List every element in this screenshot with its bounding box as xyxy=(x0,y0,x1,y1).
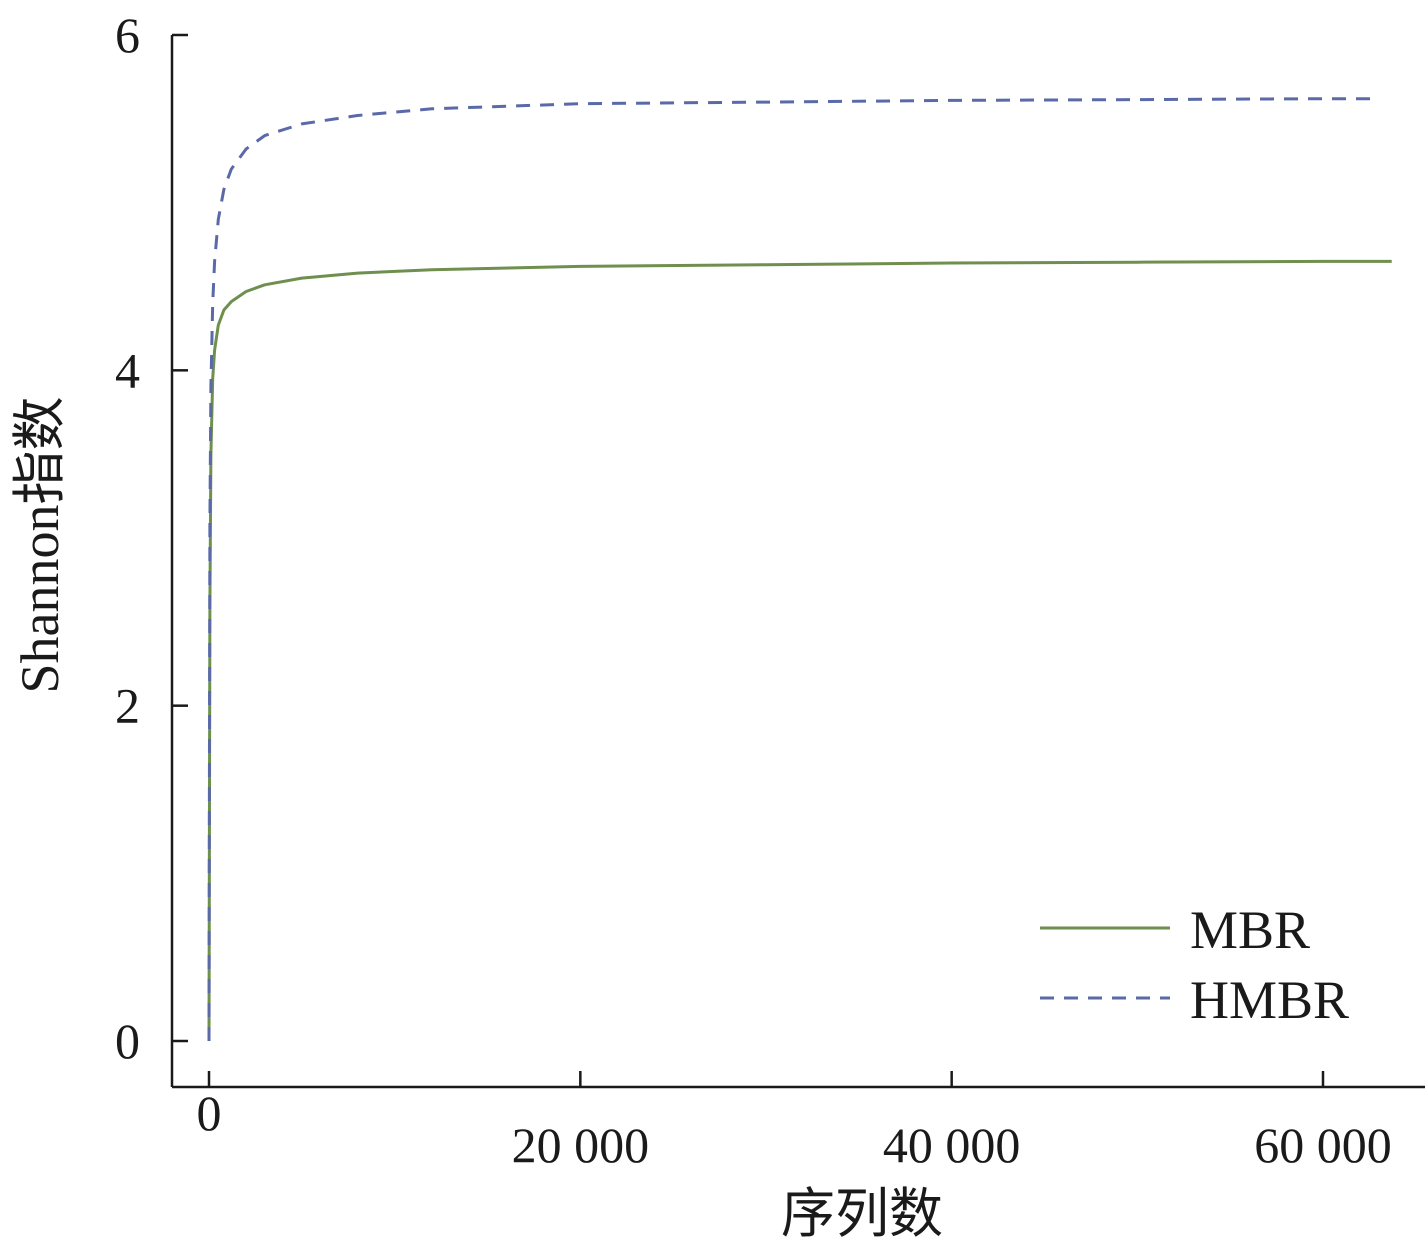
x-axis-title: 序列数 xyxy=(781,1184,943,1244)
legend: MBR HMBR xyxy=(1040,900,1349,1030)
ticks: 0 2 4 6 0 20 000 40 000 60 000 xyxy=(115,7,1392,1173)
x-tick-label: 40 000 xyxy=(883,1117,1021,1173)
y-tick-label: 4 xyxy=(115,342,140,398)
y-tick-label: 6 xyxy=(115,7,140,63)
legend-label-mbr: MBR xyxy=(1190,900,1310,960)
axes xyxy=(170,35,1425,1089)
y-tick-label: 2 xyxy=(115,678,140,734)
series-line-mbr xyxy=(207,259,1392,1042)
x-tick-label: 60 000 xyxy=(1254,1117,1392,1173)
x-tick-label: 0 xyxy=(197,1085,222,1141)
y-tick-label: 0 xyxy=(115,1013,140,1069)
legend-label-hmbr: HMBR xyxy=(1190,970,1349,1030)
y-axis-title: Shannon指数 xyxy=(10,397,70,694)
x-tick-label: 20 000 xyxy=(512,1117,650,1173)
series-lines xyxy=(207,97,1392,1042)
